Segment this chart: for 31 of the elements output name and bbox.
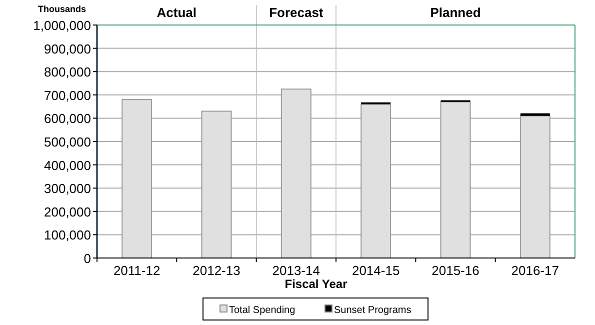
y-tick-label: 0 — [84, 251, 91, 266]
x-tick-label: 2012-13 — [192, 263, 240, 278]
bar — [280, 88, 312, 258]
y-tick-label: 900,000 — [44, 41, 91, 56]
bar — [201, 110, 232, 258]
x-tick-label: 2015-16 — [432, 263, 480, 278]
bar — [360, 104, 392, 258]
x-tick-label: 2013-14 — [272, 263, 320, 278]
x-tick-label: 2016-17 — [511, 263, 560, 278]
bar — [122, 99, 152, 258]
text: Planned — [430, 5, 481, 20]
bar — [520, 113, 550, 116]
text: Forecast — [269, 5, 324, 20]
y-tick-label: 600,000 — [44, 111, 91, 126]
y-tick-label: 1,000,000 — [33, 18, 91, 33]
bar — [440, 101, 471, 258]
legend-label: Total Spending — [229, 305, 296, 316]
y-tick-label: 100,000 — [44, 228, 91, 243]
text: Actual — [156, 5, 197, 20]
y-tick-label: 700,000 — [44, 88, 91, 103]
bar — [520, 115, 550, 258]
y-tick-label: 800,000 — [44, 64, 91, 80]
y-tick-label: 200,000 — [44, 204, 91, 220]
x-axis-title: Fiscal Year — [284, 277, 348, 291]
y-tick-label: 300,000 — [44, 181, 91, 196]
legend-label: Sunset Programs — [334, 305, 412, 316]
y-tick-label: 500,000 — [44, 134, 91, 150]
y-tick-label: 400,000 — [44, 158, 91, 173]
x-tick-label: 2011-12 — [113, 263, 160, 278]
y-axis-title: Thousands — [38, 4, 86, 14]
x-tick-label: 2014-15 — [352, 263, 400, 278]
